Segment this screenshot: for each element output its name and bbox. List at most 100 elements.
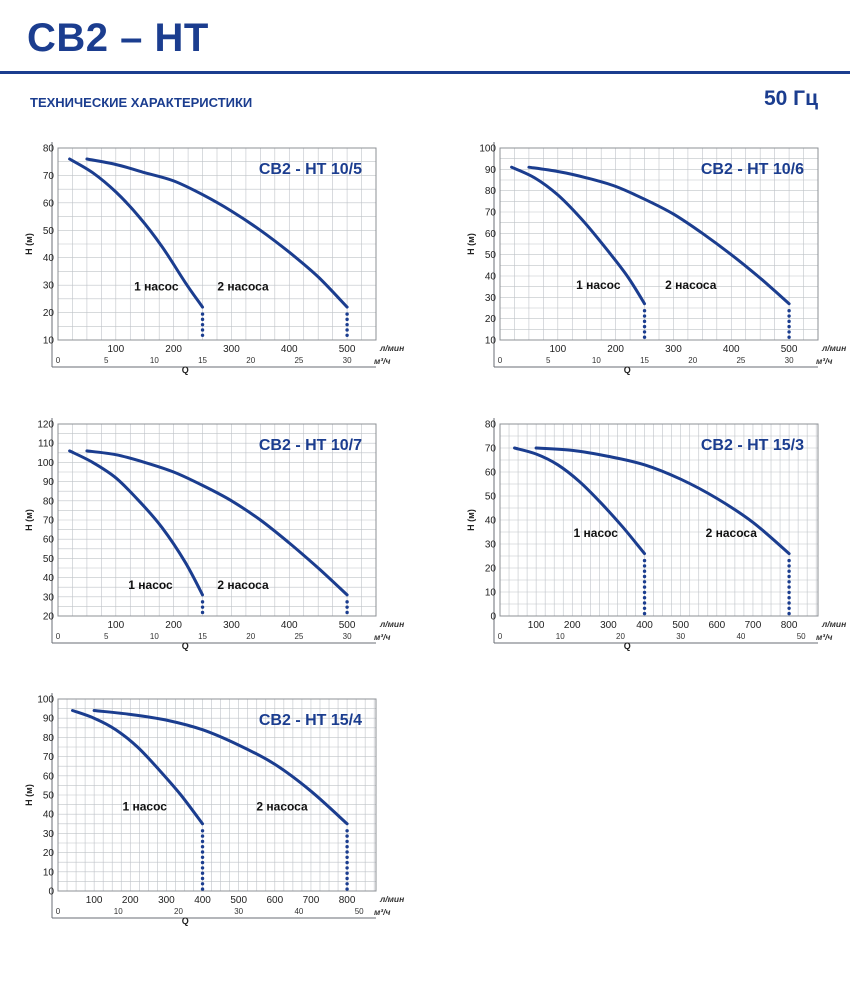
series-curve-2 [527,165,791,306]
series-curve-2 [85,157,349,309]
max-flow-dot [345,834,349,838]
x2-tick-label: 5 [104,632,109,641]
plot-frame [499,147,819,341]
x2-tick-label: 5 [104,356,109,365]
y-tick-label: 30 [43,829,55,840]
x2-tick-label: 10 [114,907,123,916]
x-tick-label: 800 [781,620,798,631]
x-tick-label: 400 [636,620,653,631]
x-tick-label: 300 [223,620,240,631]
x2-tick-label: 20 [688,356,697,365]
max-flow-dot [200,312,205,316]
y-axis-title: H (м) [24,509,34,531]
chart-title: CB2 - HT 15/4 [259,712,362,729]
max-flow-dot [642,611,647,616]
max-flow-dot [787,324,791,329]
max-flow-dot [200,882,205,886]
series-label: 2 насоса [256,799,308,813]
x-tick-label: 700 [745,620,762,631]
y-tick-label: 70 [485,444,497,455]
max-flow-dot [787,611,791,616]
max-flow-dot [345,887,349,891]
series-label: 1 насос [134,280,179,294]
y-tick-label: 40 [43,573,55,584]
max-flow-dot [642,596,647,600]
max-flow-dot [642,601,647,605]
y-tick-label: 40 [43,810,55,821]
max-flow-dot [787,574,791,579]
max-flow-dot [642,314,647,318]
header-rule [0,71,850,74]
x2-tick-label: 30 [234,907,243,916]
x-tick-label: 200 [607,344,624,355]
x-tick-label: 500 [339,344,356,355]
max-flow-dot [345,845,349,849]
max-flow-dot [345,866,349,870]
x-unit-primary: л/мин [821,619,846,629]
x-tick-label: 300 [223,344,240,355]
x2-tick-label: 15 [198,632,207,641]
series-curve-2 [534,446,791,556]
chart-cb2-ht-10-5: 10 20 30 40 50 60 70 80 100 200 300 400 500 л/мин 0 5 10… [24,142,404,375]
x2-tick-label: 10 [556,632,565,641]
max-flow-dot [345,328,349,332]
y-tick-label: 100 [37,695,54,706]
x2-tick-label: 10 [150,356,159,365]
x2-tick-label: 50 [355,907,364,916]
x2-tick-label: 25 [294,356,303,365]
y-tick-label: 110 [38,439,54,450]
x-tick-label: 400 [281,344,298,355]
plot-frame [499,423,819,617]
x-unit-primary: л/мин [379,619,404,629]
max-flow-dot [642,564,647,568]
max-flow-dot [200,834,205,838]
y-tick-label: 20 [43,848,55,859]
max-flow-dot [345,610,349,615]
y-tick-label: 100 [37,458,54,469]
max-flow-dot [787,606,791,610]
x2-tick-label: 15 [198,356,207,365]
max-flow-dot [345,876,349,881]
series-label: 1 насос [128,578,173,592]
plot-frame [57,423,377,617]
max-flow-dot [345,871,349,875]
x-unit-secondary: м³/ч [374,632,390,642]
max-flow-dot [345,839,349,844]
max-flow-dot [345,605,349,609]
y-tick-label: 60 [43,771,55,782]
x-axis-title: Q [624,641,631,651]
max-flow-dot [642,558,647,563]
y-tick-label: 20 [485,564,497,575]
y-axis-title: H (м) [24,233,34,255]
x-tick-label: 100 [528,620,545,631]
max-flow-dot [345,882,349,886]
x2-tick-label: 15 [640,356,649,365]
x2-tick-label: 20 [246,632,255,641]
max-flow-dot [345,600,349,604]
max-flow-dot [345,333,349,337]
x2-tick-label: 0 [56,632,61,641]
series-label: 1 насос [123,799,168,813]
max-flow-dot [200,600,205,604]
x-tick-label: 600 [266,895,283,906]
max-flow-dot [642,585,647,589]
x-axis-title: Q [182,916,189,926]
max-flow-dot [200,829,205,833]
max-flow-dot [200,871,205,875]
series-label: 1 насос [574,526,619,540]
max-flow-dot [642,606,647,610]
x-axis-title: Q [624,365,631,375]
max-flow-dot [787,590,791,595]
x-axis-title: Q [182,365,189,375]
y-tick-label: 80 [43,144,55,155]
x-tick-label: 400 [723,344,740,355]
x-unit-secondary: м³/ч [816,632,832,642]
y-tick-label: 30 [43,281,55,292]
y-tick-label: 70 [43,752,55,763]
y-tick-label: 0 [490,612,496,623]
max-flow-dot [200,322,205,327]
max-flow-dot [200,839,205,844]
series-curve-2 [92,709,349,826]
